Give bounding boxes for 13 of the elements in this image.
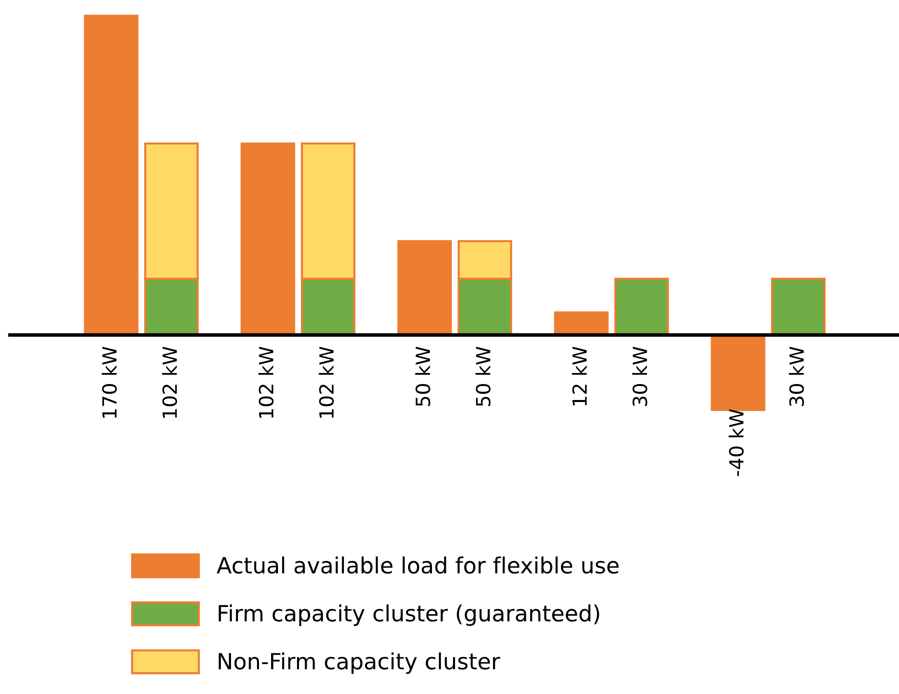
legend-label: Non-Firm capacity cluster [218, 652, 500, 674]
x-tick-label: -40 kW [728, 409, 744, 476]
x-tick-label: 30 kW [788, 346, 804, 406]
x-tick-label: 30 kW [632, 346, 648, 406]
x-tick-label: 170 kW [102, 346, 117, 418]
x-tick-label: 12 kW [572, 346, 587, 406]
x-tick-label: 102 kW [162, 346, 178, 418]
x-tick-label: 102 kW [318, 346, 334, 418]
legend-label: Actual available load for flexible use [216, 556, 619, 574]
x-tick-label: 102 kW [258, 346, 274, 418]
x-tick-label: 50 kW [475, 346, 491, 406]
legend-label: Firm capacity cluster (guaranteed) [218, 604, 600, 626]
x-tick-label: 50 kW [415, 346, 430, 406]
